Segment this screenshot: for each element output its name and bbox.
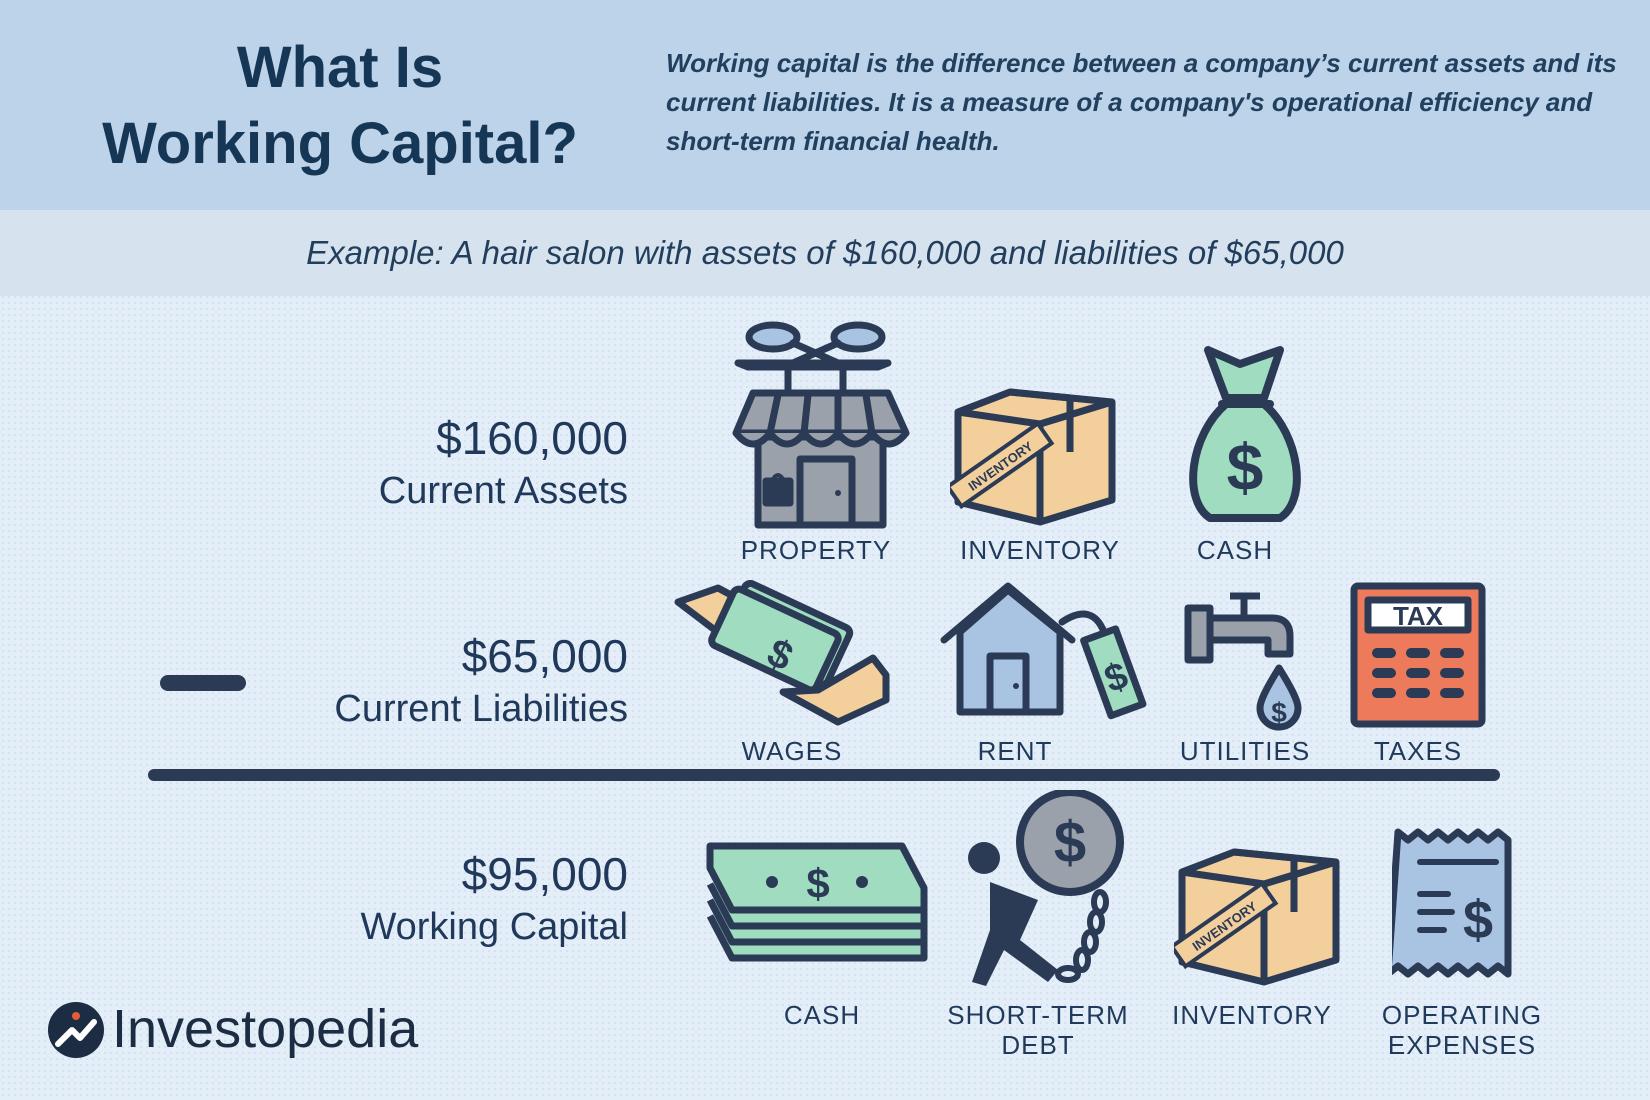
debt-ball-chain-icon: $	[968, 790, 1124, 986]
working-capital-name: Working Capital	[360, 906, 628, 948]
wc-debt-label: DEBT	[1001, 1030, 1075, 1060]
asset-property-label: PROPERTY	[740, 535, 892, 565]
receipt-icon: $	[1392, 828, 1512, 978]
dollar-sign: $	[1227, 430, 1264, 504]
investopedia-logo-icon	[48, 1002, 104, 1058]
liability-taxes-label: TAXES	[1373, 736, 1463, 766]
hands-money-wages-icon: $	[674, 580, 890, 726]
cash-stack-icon: $	[706, 842, 928, 962]
tax-text: TAX	[1393, 601, 1444, 631]
faucet-drop-icon: $	[1184, 592, 1302, 731]
assets-label-group: $160,000 Current Assets	[379, 410, 628, 516]
dollar-sign: $	[1054, 810, 1086, 875]
example-band	[0, 210, 1650, 296]
title-line-2: Working Capital?	[102, 111, 578, 176]
working-capital-amount: $95,000	[461, 848, 628, 900]
inventory-box-icon: INVENTORY	[950, 388, 1116, 526]
asset-inventory-label: INVENTORY	[960, 535, 1120, 565]
house-price-tag-icon: $	[940, 582, 1147, 720]
tax-calculator-icon: TAX	[1350, 582, 1486, 728]
page-title: What Is Working Capital?	[60, 30, 620, 182]
liability-rent-label: RENT	[977, 736, 1053, 766]
definition-text: Working capital is the difference betwee…	[666, 48, 1617, 156]
dollar-sign: $	[806, 860, 829, 907]
example-text: Example: A hair salon with assets of $16…	[306, 234, 1344, 271]
liabilities-amount: $65,000	[461, 630, 628, 682]
header-banner	[0, 0, 1650, 210]
title-line-1: What Is	[236, 35, 444, 100]
working-capital-label-group: $95,000 Working Capital	[360, 846, 628, 952]
assets-amount: $160,000	[436, 412, 628, 464]
inventory-box-icon: INVENTORY	[1174, 848, 1340, 986]
wc-inventory-label: INVENTORY	[1172, 1000, 1332, 1030]
dollar-sign: $	[1463, 890, 1493, 950]
dollar-sign: $	[1271, 697, 1287, 728]
wc-cash-label: CASH	[783, 1000, 861, 1030]
liabilities-label-group: $65,000 Current Liabilities	[334, 628, 628, 734]
wc-short-term-label: SHORT-TERM	[947, 1000, 1129, 1030]
investopedia-logo-text: Investopedia	[112, 999, 419, 1059]
asset-cash-label: CASH	[1196, 535, 1274, 565]
liability-utilities-label: UTILITIES	[1179, 736, 1311, 766]
liabilities-name: Current Liabilities	[334, 688, 628, 730]
storefront-scissors-icon	[732, 321, 910, 529]
wc-operating-label: OPERATING	[1381, 1000, 1543, 1030]
minus-sign	[160, 675, 246, 691]
equals-divider-line	[148, 769, 1500, 781]
assets-name: Current Assets	[378, 470, 628, 512]
wc-expenses-label: EXPENSES	[1387, 1030, 1537, 1060]
money-bag-icon: $	[1189, 346, 1301, 522]
liability-wages-label: WAGES	[741, 736, 843, 766]
